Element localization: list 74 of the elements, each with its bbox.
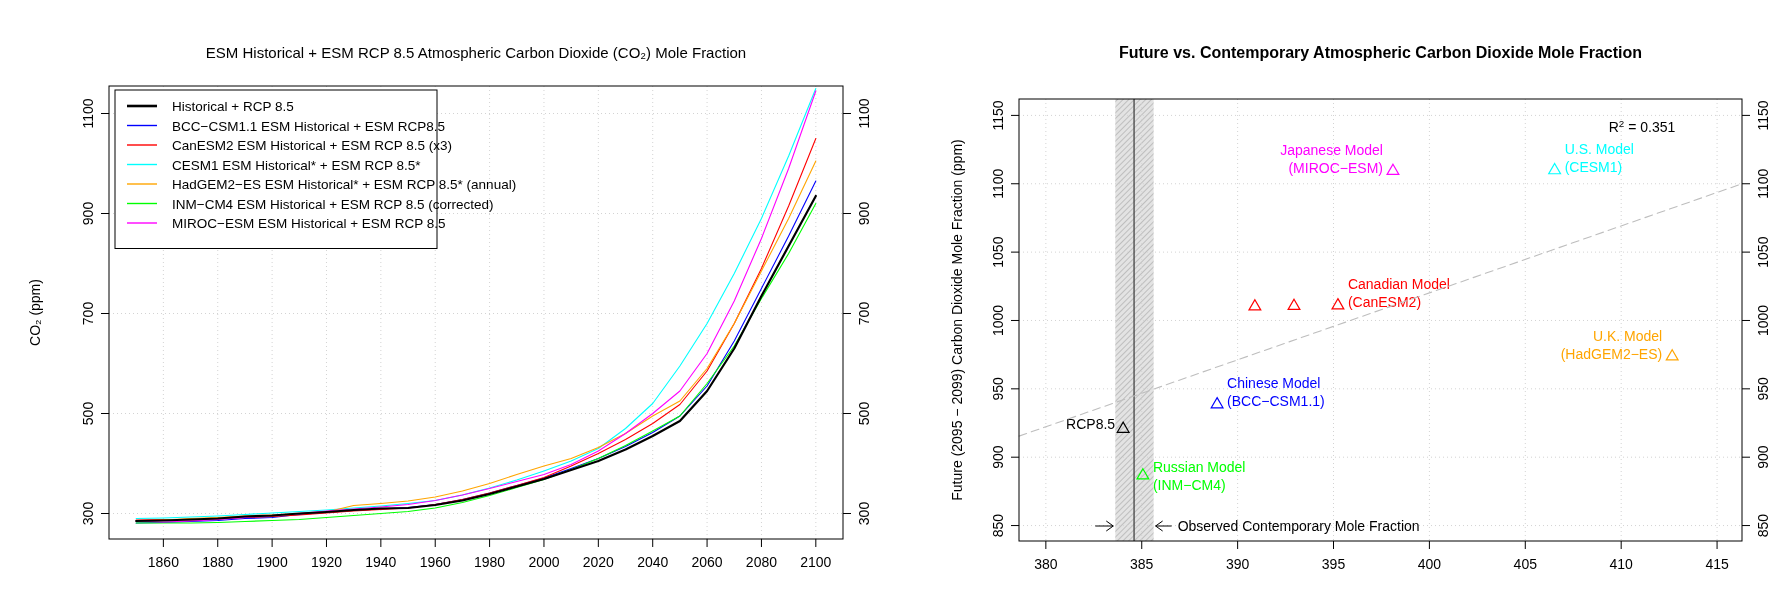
- y-tick-label: 950: [990, 376, 1006, 401]
- y-tick-label: 850: [990, 513, 1006, 538]
- point: [1136, 468, 1150, 480]
- x-tick-label: 2020: [582, 554, 615, 570]
- y2-tick-label: 1100: [1755, 168, 1771, 199]
- y2-tick-label: 1150: [1755, 100, 1771, 131]
- point: [1665, 349, 1679, 361]
- series-label: U.S. Model (CESM1): [1564, 141, 1634, 176]
- legend-label: INM−CM4 ESM Historical + ESM RCP 8.5 (corrected): [172, 196, 494, 212]
- y-tick-label: 900: [990, 445, 1006, 469]
- x-tick-label: 2000: [528, 554, 560, 570]
- y2-tick-label: 900: [1755, 445, 1771, 469]
- y2-tick-label: 1050: [1755, 236, 1771, 268]
- x-tick-label: 385: [1130, 556, 1154, 572]
- y-tick-label: 300: [80, 501, 96, 526]
- legend-label: Historical + RCP 8.5: [172, 99, 294, 114]
- x-tick-label: 1920: [310, 554, 343, 570]
- x-tick-label: 395: [1321, 556, 1346, 572]
- y2-tick-label: 1000: [1755, 304, 1771, 337]
- x-tick-label: 1880: [202, 554, 234, 570]
- series-label: Russian Model (INM−CM4): [1152, 458, 1246, 493]
- series-label: U.K. Model (HadGEM2−ES): [1560, 327, 1663, 362]
- y-tick-label: 1050: [990, 236, 1006, 268]
- series-label: Japanese Model (MIROC−ESM): [1280, 142, 1383, 177]
- point: [1210, 397, 1224, 409]
- y2-tick-label: 950: [1755, 376, 1771, 401]
- x-tick-label: 1860: [147, 554, 180, 570]
- y-tick-label: 700: [80, 301, 96, 326]
- x-tick-label: 390: [1225, 556, 1250, 572]
- x-tick-label: 2100: [800, 554, 832, 570]
- y2-tick-label: 850: [1755, 513, 1771, 538]
- point: [1386, 163, 1400, 176]
- x-tick-label: 2080: [745, 554, 778, 570]
- x-tick-label: 400: [1417, 556, 1442, 572]
- y2-tick-label: 1100: [856, 98, 872, 129]
- legend-label: BCC−CSM1.1 ESM Historical + ESM RCP8.5: [172, 118, 446, 134]
- x-tick-label: 415: [1705, 556, 1729, 572]
- x-tick-label: 1940: [365, 554, 397, 570]
- annotation: R$^{2}$ = 0.351: [1608, 117, 1676, 135]
- y-tick-label: 900: [80, 201, 96, 226]
- x-tick-label: 1960: [419, 554, 451, 570]
- legend-label: MIROC−ESM ESM Historical + ESM RCP 8.5: [172, 216, 446, 231]
- y2-tick-label: 300: [856, 501, 872, 526]
- x-tick-label: 1980: [474, 554, 506, 570]
- series-label: Chinese Model (BCC−CSM1.1): [1227, 375, 1325, 410]
- x-tick-label: 410: [1609, 556, 1634, 572]
- x-tick-label: 405: [1513, 556, 1538, 572]
- x-tick-label: 1900: [256, 554, 288, 570]
- point: [1331, 298, 1345, 310]
- band-label: Observed Contemporary Mole Fraction: [1177, 518, 1420, 534]
- y-tick-label: 1000: [990, 304, 1006, 337]
- x-tick-label: 2040: [637, 554, 669, 570]
- series-label: RCP8.5: [1066, 415, 1116, 432]
- point: [1248, 299, 1262, 311]
- y2-tick-label: 900: [856, 201, 872, 226]
- point: [1548, 162, 1562, 175]
- y-tick-label: 1100: [80, 98, 96, 129]
- legend-label: CanESM2 ESM Historical + ESM RCP 8.5 (x3): [172, 138, 452, 153]
- point: [1116, 421, 1130, 433]
- y-tick-label: 1150: [990, 100, 1006, 131]
- y2-tick-label: 500: [856, 401, 872, 426]
- series-label: Canadian Model (CanESM2): [1347, 276, 1450, 311]
- point: [1287, 298, 1301, 310]
- y-tick-label: 500: [80, 401, 96, 426]
- y-axis-title: CO₂ (ppm): [27, 279, 43, 346]
- legend-label: HadGEM2−ES ESM Historical* + ESM RCP 8.5* (annual): [172, 177, 517, 192]
- x-tick-label: 380: [1034, 556, 1058, 572]
- chart-title: ESM Historical + ESM RCP 8.5 Atmospheric Carbon Dioxide (CO₂) Mole Fraction: [205, 44, 747, 61]
- y-axis-title: Future (2095 − 2099) Carbon Dioxide Mole Fraction (ppm): [949, 139, 965, 501]
- y2-tick-label: 700: [856, 301, 872, 326]
- chart-title: Future vs. Contemporary Atmospheric Carbon Dioxide Mole Fraction: [1118, 44, 1643, 61]
- y-tick-label: 1100: [990, 168, 1006, 199]
- x-tick-label: 2060: [691, 554, 723, 570]
- legend-label: CESM1 ESM Historical* + ESM RCP 8.5*: [172, 157, 422, 173]
